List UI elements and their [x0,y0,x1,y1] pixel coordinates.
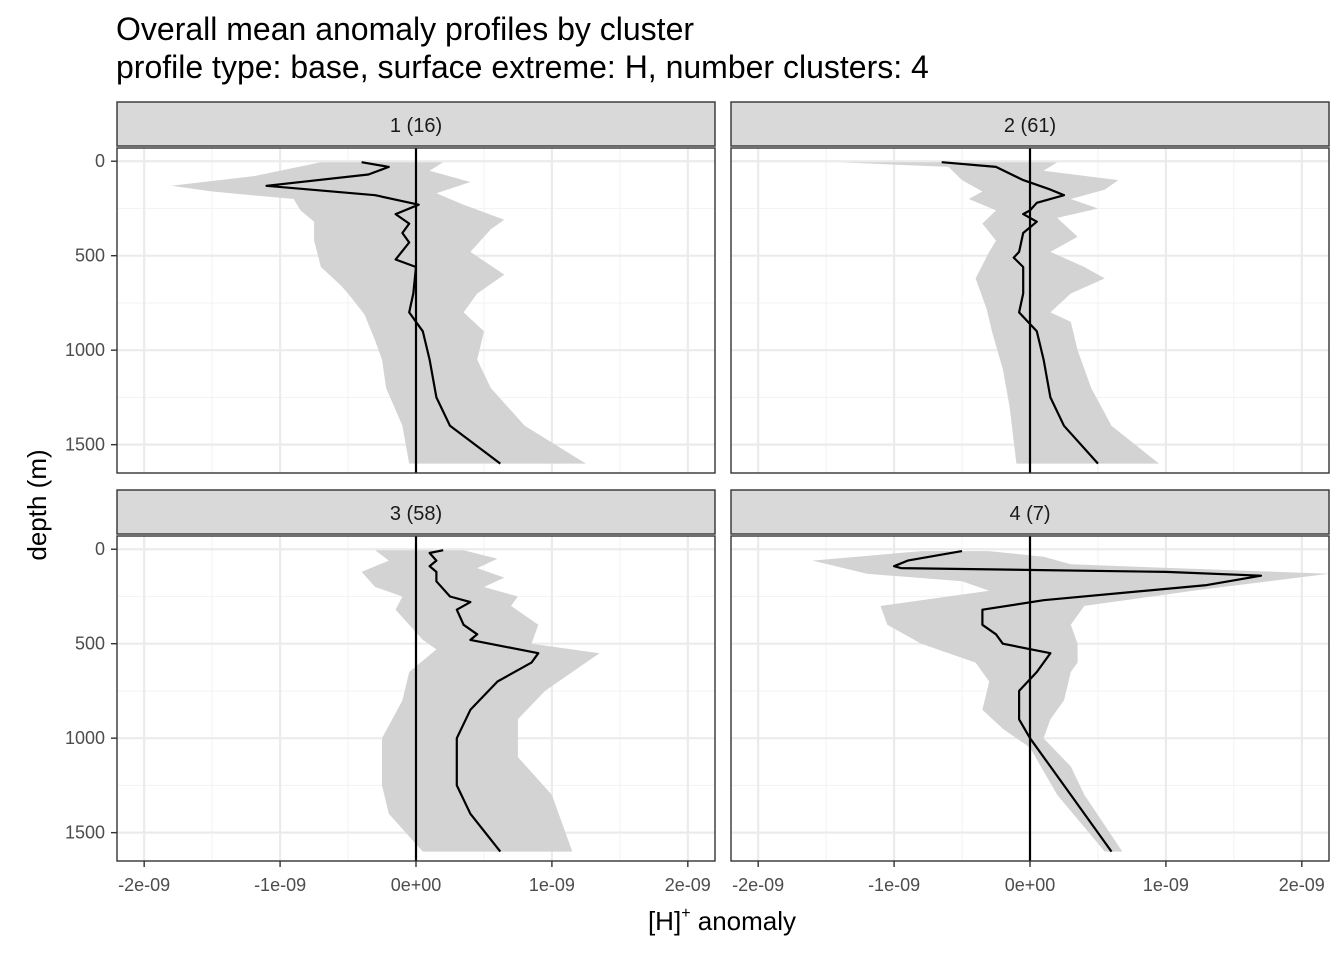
mean-profile-line [941,161,1099,465]
chart-title: Overall mean anomaly profiles by cluster [116,11,694,47]
x-tick-label: 2e-09 [665,875,711,895]
y-tick-label: 0 [95,151,105,171]
facet-panel-3: 3 (58) 0 500 1000 1500 -2e-09 -1e-09 0e+00 1e-09… [65,489,716,895]
panel-border [116,147,716,474]
facet-strip-label: 4 (7) [1009,503,1050,525]
x-tick-label: 1e-09 [529,875,575,895]
facet-strip-label: 3 (58) [390,503,442,525]
y-tick-label: 1000 [65,340,105,360]
spread-ribbon [812,551,1329,852]
x-tick-label: 1e-09 [1143,875,1189,895]
facet-panel-4: 4 (7) -2e-09 -1e-09 0e+00 1e-09 2e-09 [730,489,1330,895]
facet-strip-label: 2 (61) [1004,115,1056,137]
y-tick-label: 1500 [65,435,105,455]
x-tick-label: 2e-09 [1279,875,1325,895]
mean-profile-line [892,550,1263,853]
facet-panel-2: 2 (61) [730,101,1330,474]
x-tick-label: -2e-09 [732,875,784,895]
facet-strip [730,489,1330,535]
facet-strip [116,101,716,147]
x-tick-label: -1e-09 [868,875,920,895]
y-tick-label: 500 [75,246,105,266]
y-tick-label: 1500 [65,823,105,843]
y-axis-title: depth (m) [22,449,52,560]
x-axis-title: [H]+ anomaly [648,905,796,936]
x-axis-title-suffix: anomaly [691,906,797,936]
chart-subtitle: profile type: base, surface extreme: H, … [116,49,929,85]
x-tick-label: -2e-09 [118,875,170,895]
y-tick-label: 1000 [65,728,105,748]
x-tick-label: -1e-09 [254,875,306,895]
mean-profile-line [428,549,540,853]
y-tick-label: 500 [75,634,105,654]
spread-ribbon [171,162,586,464]
x-axis-title-main: [H] [648,906,681,936]
facet-panel-1: 1 (16) 0 500 1000 1500 [65,101,716,474]
x-tick-label: 0e+00 [1005,875,1056,895]
spread-ribbon [839,162,1160,464]
x-tick-label: 0e+00 [391,875,442,895]
facet-strip [730,101,1330,147]
facet-strip-label: 1 (16) [390,115,442,137]
y-tick-label: 0 [95,539,105,559]
facet-panels: 1 (16) 0 500 1000 1500 2 (61) 3 (58) 0 500 1000 15… [65,101,1330,895]
spread-ribbon [361,550,600,852]
x-axis-title-sup: + [681,905,690,922]
facet-strip [116,489,716,535]
panel-border [730,147,1330,474]
mean-profile-line [265,161,501,465]
